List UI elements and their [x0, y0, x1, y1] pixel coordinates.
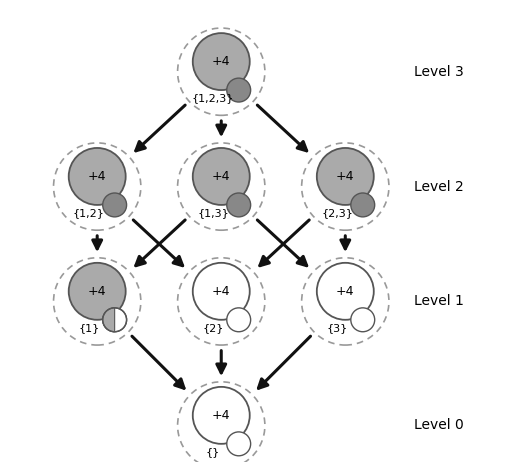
Wedge shape	[103, 308, 115, 332]
Circle shape	[69, 263, 126, 320]
Text: {1,2,3}: {1,2,3}	[192, 93, 234, 103]
Circle shape	[178, 258, 265, 345]
Text: {1}: {1}	[78, 323, 100, 333]
Text: Level 3: Level 3	[414, 65, 464, 79]
Circle shape	[178, 143, 265, 230]
Text: +4: +4	[212, 55, 231, 68]
Circle shape	[227, 432, 251, 456]
Text: {1,3}: {1,3}	[197, 208, 229, 218]
Text: Level 2: Level 2	[414, 179, 464, 193]
Circle shape	[103, 193, 126, 217]
Text: +4: +4	[212, 170, 231, 183]
Circle shape	[193, 148, 250, 205]
Text: +4: +4	[88, 170, 106, 183]
Text: Level 1: Level 1	[414, 294, 464, 308]
Circle shape	[54, 258, 141, 345]
Text: +4: +4	[212, 409, 231, 422]
Circle shape	[317, 263, 374, 320]
Circle shape	[317, 148, 374, 205]
Text: +4: +4	[212, 285, 231, 298]
Circle shape	[69, 148, 126, 205]
Circle shape	[351, 193, 375, 217]
Circle shape	[227, 78, 251, 102]
Text: +4: +4	[336, 285, 354, 298]
Circle shape	[193, 33, 250, 90]
Circle shape	[227, 308, 251, 332]
Text: {3}: {3}	[327, 323, 348, 333]
Circle shape	[103, 308, 126, 332]
Text: {2}: {2}	[202, 323, 223, 333]
Circle shape	[178, 28, 265, 115]
Circle shape	[302, 258, 389, 345]
Circle shape	[54, 143, 141, 230]
Text: +4: +4	[88, 285, 106, 298]
Text: {1,2}: {1,2}	[73, 208, 105, 218]
Text: Level 0: Level 0	[414, 418, 464, 432]
Circle shape	[351, 308, 375, 332]
Circle shape	[193, 263, 250, 320]
Text: {}: {}	[206, 447, 220, 457]
Circle shape	[302, 143, 389, 230]
Text: {2,3}: {2,3}	[321, 208, 353, 218]
Circle shape	[178, 382, 265, 465]
Circle shape	[193, 387, 250, 444]
Text: +4: +4	[336, 170, 354, 183]
Circle shape	[227, 193, 251, 217]
